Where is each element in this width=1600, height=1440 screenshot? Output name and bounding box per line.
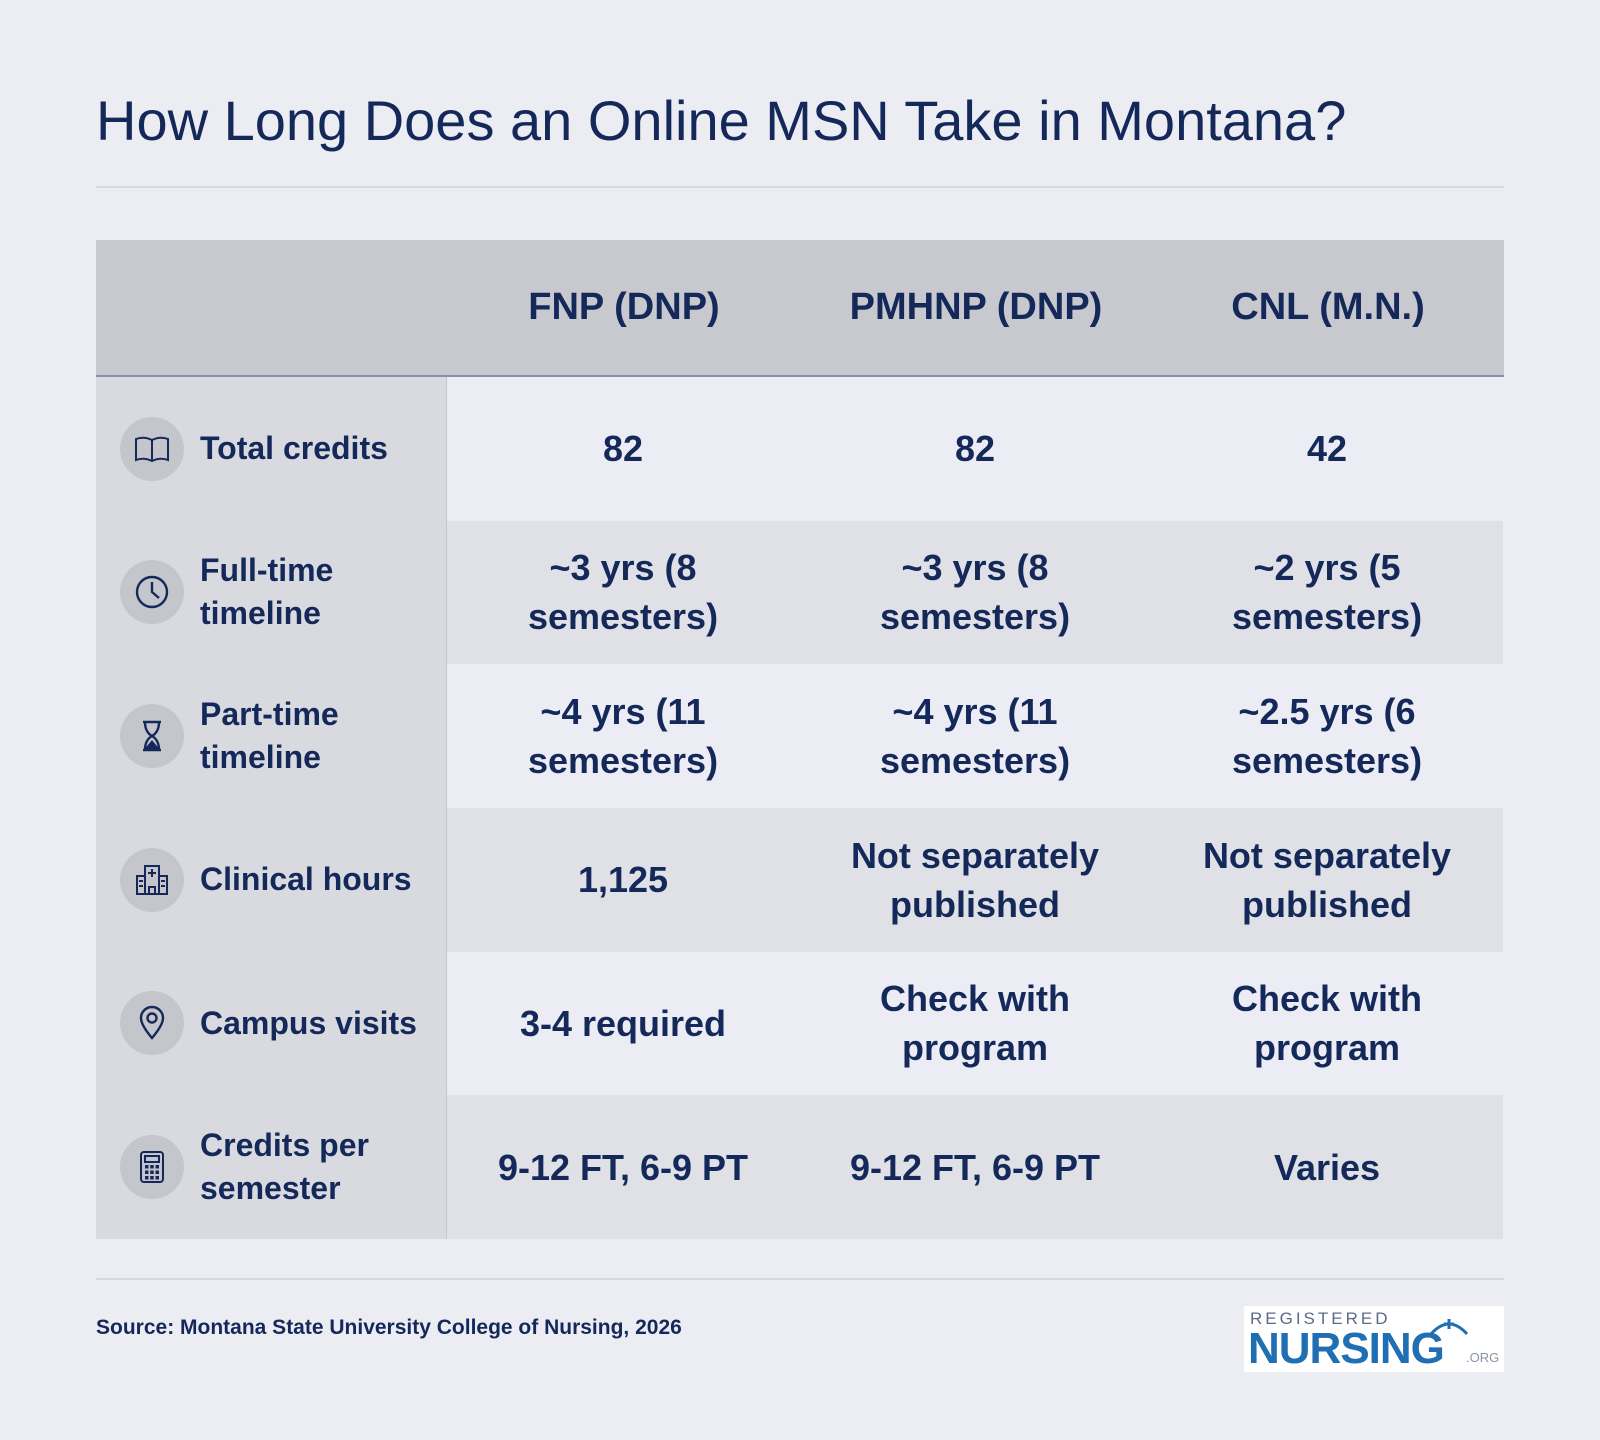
- cell-pmhnp: ~4 yrs (11 semesters): [799, 664, 1151, 808]
- column-header-cnl: CNL (M.N.): [1231, 286, 1425, 328]
- source-note: Source: Montana State University College…: [96, 1316, 682, 1339]
- column-header-pmhnp: PMHNP (DNP): [849, 286, 1103, 328]
- logo-top-text: REGISTERED: [1250, 1309, 1391, 1328]
- header-corner: [96, 240, 448, 375]
- cell-pmhnp: 82: [799, 377, 1151, 521]
- row-label-campus-visits: Campus visits: [96, 951, 447, 1096]
- location-pin-icon: [120, 991, 184, 1056]
- cell-fnp: 3-4 required: [447, 951, 799, 1096]
- row-label-text: Credits per semester: [200, 1127, 369, 1207]
- cell-cnl: Not separately published: [1151, 807, 1503, 952]
- cell-fnp: 1,125: [447, 807, 799, 952]
- row-label-text: Total credits: [200, 430, 388, 467]
- cell-cnl: ~2 yrs (5 semesters): [1151, 520, 1503, 665]
- registered-nursing-logo: REGISTERED NURSING .ORG: [1244, 1306, 1504, 1373]
- row-label-part-time: Part-time timeline: [96, 664, 447, 808]
- table-row: Full-time timeline ~3 yrs (8 semesters) …: [96, 520, 1504, 665]
- bottom-divider: [96, 1278, 1504, 1280]
- cell-fnp: 9-12 FT, 6-9 PT: [447, 1095, 799, 1239]
- comparison-table: FNP (DNP) PMHNP (DNP) CNL (M.N.) Total c…: [96, 240, 1504, 1239]
- row-label-text: Clinical hours: [200, 861, 412, 898]
- row-label-full-time: Full-time timeline: [96, 520, 447, 665]
- table-row: Credits per semester 9-12 FT, 6-9 PT 9-1…: [96, 1095, 1504, 1239]
- book-icon: [120, 416, 184, 481]
- column-header-fnp: FNP (DNP): [528, 286, 720, 328]
- cell-pmhnp: 9-12 FT, 6-9 PT: [799, 1095, 1151, 1239]
- cell-pmhnp: Check with program: [799, 951, 1151, 1096]
- row-label-clinical-hours: Clinical hours: [96, 807, 447, 952]
- table-row: Total credits 82 82 42: [96, 377, 1504, 521]
- table-row: Campus visits 3-4 required Check with pr…: [96, 951, 1504, 1096]
- top-divider: [96, 186, 1504, 188]
- row-label-credits-per-semester: Credits per semester: [96, 1095, 447, 1239]
- clock-icon: [120, 560, 184, 625]
- cell-pmhnp: ~3 yrs (8 semesters): [799, 520, 1151, 665]
- cell-fnp: 82: [447, 377, 799, 521]
- row-label-text: Campus visits: [200, 1004, 417, 1041]
- row-label-total-credits: Total credits: [96, 377, 447, 521]
- cell-fnp: ~3 yrs (8 semesters): [447, 520, 799, 665]
- cell-cnl: Varies: [1151, 1095, 1503, 1239]
- logo-main-text: NURSING: [1248, 1324, 1445, 1373]
- page-title: How Long Does an Online MSN Take in Mont…: [96, 89, 1347, 152]
- cell-cnl: Check with program: [1151, 951, 1503, 1096]
- table-row: Part-time timeline ~4 yrs (11 semesters)…: [96, 664, 1504, 808]
- cell-fnp: ~4 yrs (11 semesters): [447, 664, 799, 808]
- logo-suffix-text: .ORG: [1466, 1350, 1500, 1365]
- hourglass-icon: [120, 704, 184, 769]
- nurse-cap-icon: [1429, 1319, 1469, 1336]
- cell-cnl: 42: [1151, 377, 1503, 521]
- cell-pmhnp: Not separately published: [799, 807, 1151, 952]
- row-label-text: Part-time timeline: [200, 696, 339, 776]
- hospital-icon: [120, 847, 184, 912]
- calculator-icon: [120, 1135, 184, 1200]
- table-header: FNP (DNP) PMHNP (DNP) CNL (M.N.): [96, 240, 1504, 377]
- row-label-text: Full-time timeline: [200, 552, 334, 632]
- cell-cnl: ~2.5 yrs (6 semesters): [1151, 664, 1503, 808]
- table-row: Clinical hours 1,125 Not separately publ…: [96, 807, 1504, 952]
